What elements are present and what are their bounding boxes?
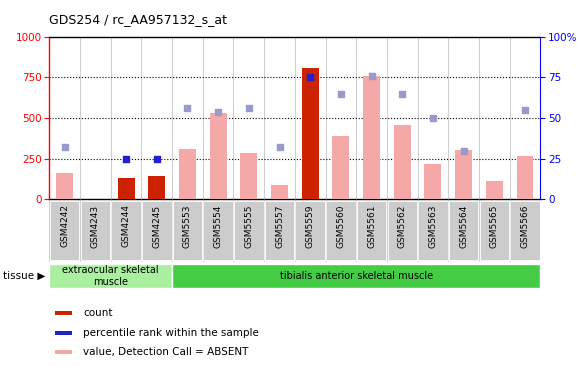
Bar	[210, 113, 227, 199]
Point	[121, 156, 131, 162]
Point	[213, 109, 223, 115]
Text: GSM5560: GSM5560	[336, 205, 345, 248]
Bar	[56, 173, 73, 199]
Text: GSM4244: GSM4244	[121, 205, 131, 247]
Text: tissue ▶: tissue ▶	[3, 271, 45, 281]
Bar	[241, 153, 257, 199]
Point	[521, 107, 530, 113]
FancyBboxPatch shape	[479, 201, 509, 261]
Point	[183, 105, 192, 111]
Text: GSM5562: GSM5562	[398, 205, 407, 248]
Text: GSM5555: GSM5555	[245, 205, 253, 248]
Point	[244, 105, 253, 111]
Point	[367, 73, 376, 79]
Bar	[148, 176, 165, 199]
Text: GSM5565: GSM5565	[490, 205, 499, 248]
Text: GSM4243: GSM4243	[91, 205, 100, 247]
FancyBboxPatch shape	[81, 201, 110, 261]
Point	[459, 147, 468, 154]
Bar	[394, 124, 411, 199]
Text: value, Detection Call = ABSENT: value, Detection Call = ABSENT	[84, 347, 249, 357]
Point	[152, 156, 162, 162]
Point	[397, 91, 407, 97]
Bar	[55, 331, 72, 335]
Bar	[302, 68, 318, 199]
Bar	[363, 76, 380, 199]
FancyBboxPatch shape	[449, 201, 478, 261]
Text: GDS254 / rc_AA957132_s_at: GDS254 / rc_AA957132_s_at	[49, 13, 227, 26]
Bar	[55, 311, 72, 315]
Bar	[55, 350, 72, 354]
Point	[275, 145, 284, 150]
FancyBboxPatch shape	[296, 201, 325, 261]
Text: GSM4242: GSM4242	[60, 205, 69, 247]
FancyBboxPatch shape	[203, 201, 233, 261]
FancyBboxPatch shape	[418, 201, 448, 261]
Point	[428, 115, 437, 121]
Point	[306, 74, 315, 80]
FancyBboxPatch shape	[50, 201, 80, 261]
Text: GSM5563: GSM5563	[428, 205, 437, 248]
Text: tibialis anterior skeletal muscle: tibialis anterior skeletal muscle	[279, 271, 433, 281]
FancyBboxPatch shape	[172, 264, 540, 288]
Text: percentile rank within the sample: percentile rank within the sample	[84, 328, 259, 338]
Bar	[425, 164, 442, 199]
FancyBboxPatch shape	[265, 201, 294, 261]
FancyBboxPatch shape	[234, 201, 264, 261]
Text: GSM4245: GSM4245	[152, 205, 162, 247]
FancyBboxPatch shape	[326, 201, 356, 261]
Text: extraocular skeletal
muscle: extraocular skeletal muscle	[62, 265, 159, 287]
FancyBboxPatch shape	[142, 201, 171, 261]
Bar	[118, 178, 135, 199]
FancyBboxPatch shape	[357, 201, 386, 261]
Point	[336, 91, 346, 97]
Text: GSM5564: GSM5564	[459, 205, 468, 248]
Text: GSM5559: GSM5559	[306, 205, 315, 248]
Bar	[455, 150, 472, 199]
Point	[60, 145, 69, 150]
Text: GSM5554: GSM5554	[214, 205, 223, 248]
FancyBboxPatch shape	[510, 201, 540, 261]
Bar	[332, 136, 349, 199]
Text: count: count	[84, 308, 113, 318]
Text: GSM5566: GSM5566	[521, 205, 529, 248]
Bar	[179, 149, 196, 199]
FancyBboxPatch shape	[173, 201, 202, 261]
Text: GSM5553: GSM5553	[183, 205, 192, 248]
FancyBboxPatch shape	[112, 201, 141, 261]
Bar	[271, 185, 288, 199]
FancyBboxPatch shape	[49, 264, 172, 288]
Text: GSM5557: GSM5557	[275, 205, 284, 248]
Bar	[486, 181, 503, 199]
Text: GSM5561: GSM5561	[367, 205, 376, 248]
Bar	[517, 156, 533, 199]
FancyBboxPatch shape	[388, 201, 417, 261]
